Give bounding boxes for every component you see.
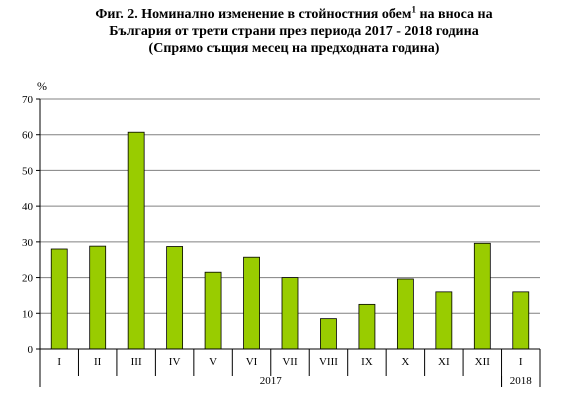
chart-title: Фиг. 2. Номинално изменение в стойностни… xyxy=(0,4,588,57)
y-tick-label: 30 xyxy=(22,237,34,249)
title-line-1: Фиг. 2. Номинално изменение в стойностни… xyxy=(95,4,493,22)
x-tick-label: V xyxy=(209,356,217,368)
x-tick-label: VII xyxy=(282,356,298,368)
y-tick-label: 40 xyxy=(22,201,34,213)
x-tick-label: II xyxy=(94,356,102,368)
x-tick-label: IV xyxy=(169,356,181,368)
x-tick-label: XII xyxy=(475,356,491,368)
bar xyxy=(320,318,337,350)
bar xyxy=(473,242,491,350)
bar xyxy=(435,291,453,350)
group-label: 2017 xyxy=(260,375,283,387)
title-line-3: (Спрямо същия месец на предходната годин… xyxy=(148,41,440,56)
x-tick-label: VIII xyxy=(319,356,338,368)
bar xyxy=(89,245,107,350)
bar xyxy=(50,248,68,350)
x-tick-label: XI xyxy=(438,356,450,368)
bar xyxy=(281,277,299,350)
bar xyxy=(204,271,222,350)
y-tick-label: 20 xyxy=(22,273,34,285)
x-tick-label: IX xyxy=(361,356,373,368)
bar xyxy=(512,291,530,350)
bar xyxy=(166,246,184,350)
bar xyxy=(358,303,376,350)
bar xyxy=(243,256,260,350)
y-tick-label: 60 xyxy=(22,130,34,142)
bars xyxy=(50,131,530,350)
y-tick-label: 10 xyxy=(22,308,34,320)
group-label: 2018 xyxy=(510,375,533,387)
x-tick-label: VI xyxy=(246,356,258,368)
y-axis-ticks: 0 10 20 30 40 50 60 70 xyxy=(22,94,40,356)
x-tick-label: I xyxy=(57,356,61,368)
axes xyxy=(39,99,540,350)
y-tick-label: 70 xyxy=(22,94,34,106)
x-tick-label: X xyxy=(401,356,409,368)
bar xyxy=(396,278,414,350)
x-tick-label: III xyxy=(131,356,142,368)
y-tick-label: 0 xyxy=(28,344,34,356)
x-tick-label: I xyxy=(519,356,523,368)
y-axis-unit-label: % xyxy=(37,79,47,93)
title-line-2: България от трети страни през периода 20… xyxy=(109,24,479,39)
bar xyxy=(127,131,145,350)
y-tick-label: 50 xyxy=(22,165,34,177)
